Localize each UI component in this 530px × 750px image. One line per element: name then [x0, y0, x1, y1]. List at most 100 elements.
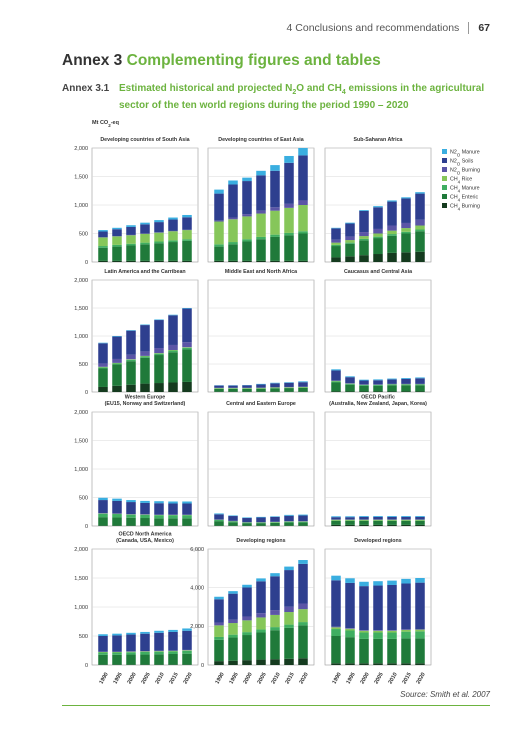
bar-segment-n2o-manure — [126, 632, 136, 635]
bar-segment-n2o-burning — [140, 351, 150, 356]
bar-segment-ch4-burning — [345, 391, 355, 392]
bar-segment-ch4-manure — [331, 381, 341, 383]
y-tick-label: 2,000 — [74, 278, 88, 284]
bar-segment-ch4-enteric — [242, 635, 252, 661]
bar-segment-n2o-manure — [373, 516, 383, 517]
bar-segment-ch4-manure — [373, 385, 383, 386]
bar-segment-ch4-manure — [415, 631, 425, 639]
bar-segment-n2o-soils — [415, 516, 425, 520]
bar-segment-ch4-manure — [140, 514, 150, 519]
bar-segment-n2o-manure — [242, 517, 252, 519]
y-tick-label: 4,000 — [190, 585, 204, 591]
bar-segment-ch4-rice — [182, 650, 192, 651]
bar-segment-ch4-rice — [126, 651, 136, 653]
panel-title: OECD Pacific — [361, 395, 395, 401]
bar-segment-ch4-enteric — [401, 385, 411, 392]
bar-segment-ch4-enteric — [256, 388, 266, 392]
bar-segment-ch4-rice — [284, 387, 294, 388]
bar-segment-ch4-manure — [242, 632, 252, 636]
bar-segment-ch4-manure — [228, 521, 238, 523]
bar-segment-ch4-enteric — [359, 638, 369, 664]
bar-segment-n2o-manure — [401, 516, 411, 517]
bar-segment-ch4-burning — [415, 663, 425, 665]
bar-segment-ch4-rice — [112, 362, 122, 364]
legend-label: CH4 Enteric — [450, 195, 478, 203]
bar-segment-ch4-burning — [401, 391, 411, 392]
bar-segment-n2o-manure — [112, 633, 122, 636]
bar-segment-ch4-burning — [401, 524, 411, 526]
bar-segment-ch4-enteric — [140, 518, 150, 526]
bar-segment-ch4-manure — [401, 631, 411, 639]
bar-segment-n2o-manure — [359, 516, 369, 517]
bar-segment-n2o-manure — [228, 591, 238, 594]
bar-segment-n2o-burning — [214, 622, 224, 626]
bar-segment-ch4-rice — [298, 386, 308, 388]
x-tick-label: 2000 — [242, 672, 253, 686]
caption-text-a: Estimated historical and projected N — [119, 83, 293, 94]
panel-title: Developed regions — [354, 538, 401, 544]
bar-segment-ch4-enteric — [256, 523, 266, 526]
bar-segment-n2o-burning — [182, 342, 192, 348]
bar-segment-ch4-enteric — [284, 235, 294, 261]
bar-segment-n2o-manure — [270, 573, 280, 577]
bar-segment-ch4-enteric — [140, 244, 150, 261]
bar-segment-ch4-burning — [140, 260, 150, 262]
bar-segment-ch4-manure — [112, 244, 122, 247]
panel-title: Caucasus and Central Asia — [344, 269, 412, 275]
bar-segment-ch4-manure — [98, 513, 108, 518]
bar-segment-ch4-enteric — [284, 522, 294, 526]
bar-segment-n2o-burning — [284, 606, 294, 613]
bar-segment-ch4-rice — [270, 387, 280, 389]
bar-segment-n2o-soils — [228, 593, 238, 620]
bar-segment-n2o-burning — [373, 228, 383, 234]
legend-label: N2O Manure — [450, 150, 480, 158]
bar-segment-n2o-manure — [140, 324, 150, 326]
bar-segment-ch4-rice — [242, 388, 252, 389]
bar-segment-n2o-manure — [345, 578, 355, 583]
bar-segment-ch4-manure — [331, 244, 341, 247]
figure-caption: Annex 3.1 Estimated historical and proje… — [62, 82, 492, 112]
x-tick-label: 2005 — [373, 672, 384, 686]
bar-segment-ch4-rice — [154, 353, 164, 354]
y-tick-label: 500 — [79, 495, 88, 501]
bar-segment-ch4-rice — [298, 609, 308, 623]
bar-segment-n2o-soils — [112, 336, 122, 359]
bar-segment-ch4-rice — [270, 614, 280, 628]
bar-segment-ch4-manure — [256, 236, 266, 240]
bar-segment-n2o-soils — [270, 383, 280, 388]
bar-segment-ch4-rice — [182, 230, 192, 240]
bar-segment-ch4-manure — [387, 632, 397, 639]
bar-segment-ch4-rice — [98, 366, 108, 368]
bar-segment-n2o-soils — [242, 385, 252, 388]
bar-segment-ch4-enteric — [112, 654, 122, 665]
panel-title: (EU15, Norway and Switzerland) — [105, 401, 186, 407]
bar-segment-ch4-burning — [154, 383, 164, 392]
bar-segment-n2o-manure — [298, 148, 308, 156]
bar-segment-ch4-manure — [182, 650, 192, 654]
bar-segment-n2o-soils — [182, 630, 192, 650]
bar-segment-ch4-enteric — [126, 654, 136, 665]
bar-segment-ch4-enteric — [182, 653, 192, 665]
bar-segment-ch4-manure — [98, 652, 108, 655]
bar-segment-ch4-manure — [298, 231, 308, 234]
x-tick-label: 1995 — [345, 672, 356, 686]
bar-segment-n2o-manure — [345, 222, 355, 224]
bar-segment-ch4-rice — [359, 236, 369, 239]
bar-segment-n2o-manure — [270, 165, 280, 171]
bar-segment-n2o-soils — [182, 308, 192, 343]
bar-segment-n2o-manure — [154, 630, 164, 633]
legend-label: CH4 Manure — [450, 186, 480, 194]
bar-segment-n2o-manure — [214, 596, 224, 600]
bar-segment-n2o-manure — [112, 227, 122, 230]
bar-segment-n2o-manure — [154, 501, 164, 504]
bar-segment-ch4-burning — [98, 260, 108, 262]
bar-segment-n2o-manure — [415, 377, 425, 379]
bar-segment-n2o-soils — [284, 162, 294, 204]
bar-segment-ch4-enteric — [373, 520, 383, 525]
bar-segment-n2o-soils — [298, 382, 308, 387]
bar-segment-ch4-enteric — [284, 388, 294, 392]
bar-segment-n2o-burning — [256, 613, 266, 618]
x-tick-label: 2005 — [256, 672, 267, 686]
bar-segment-n2o-burning — [331, 239, 341, 243]
bar-segment-ch4-rice — [154, 651, 164, 652]
